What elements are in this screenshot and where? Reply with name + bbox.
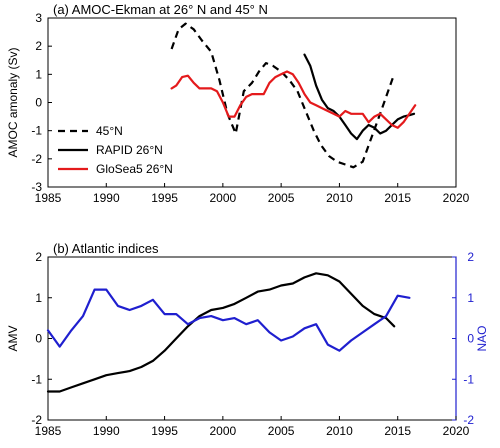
panel-a-title: (a) AMOC-Ekman at 26° N and 45° N	[53, 2, 268, 17]
legend-label-1: 45°N	[96, 124, 123, 138]
panel-b-y-tick-label: -2	[31, 413, 42, 427]
panel-b-ticks: 1985 1990 1995 2000 2005 2010 2015 2020-2-1012-…	[31, 250, 474, 438]
panel-b-x-tick-label: 1985	[35, 424, 62, 438]
panel-a-x-tick-label: 2005	[268, 191, 295, 205]
panel-a-x-tick-label: 1985	[35, 191, 62, 205]
panel-a-ticks: 1985 1990 1995 2000 2005 2010 2015 2020 -3 -2 -1 0 1…	[31, 11, 469, 205]
panel-a-x-tick-label: 2015	[384, 191, 411, 205]
panel-b: (b) Atlantic indices AMV NAO 1985 1990 199…	[6, 241, 489, 438]
panel-b-y2-tick-label: -2	[463, 413, 474, 427]
panel-a: (a) AMOC-Ekman at 26° N and 45° N AMOC a…	[6, 2, 470, 205]
panel-b-series-line-1	[46, 272, 396, 393]
panel-b-x-tick-label: 2020	[443, 424, 470, 438]
panel-a-series	[170, 22, 417, 169]
panel-b-x-tick-label: 2000	[210, 424, 237, 438]
panel-a-y-tick-label: 0	[35, 96, 42, 110]
panel-a-series-line-2	[303, 53, 416, 141]
panel-b-x-tick-label: 1990	[93, 424, 120, 438]
panel-b-series	[46, 272, 411, 393]
panel-b-x-tick-label: 2010	[326, 424, 353, 438]
panel-b-x-tick-label: 2005	[268, 424, 295, 438]
panel-a-x-tick-label: 2000	[210, 191, 237, 205]
panel-b-y2-tick-label: 2	[467, 250, 474, 264]
panel-b-y-tick-label: -1	[31, 372, 42, 386]
panel-a-y-tick-label: 2	[35, 39, 42, 53]
panel-a-x-tick-label: 2020	[443, 191, 470, 205]
panel-b-left-axis-label: AMV	[6, 325, 20, 351]
panel-b-series-line-2	[46, 288, 411, 352]
panel-a-series-line-1	[170, 22, 395, 169]
panel-b-x-tick-label: 1995	[151, 424, 178, 438]
panel-a-y-tick-label: -1	[31, 124, 42, 138]
panel-b-y-tick-label: 0	[35, 332, 42, 346]
legend-label-2: RAPID 26°N	[96, 143, 163, 157]
panel-b-right-axis-label: NAO	[475, 325, 489, 351]
panel-b-y2-tick-label: -1	[463, 372, 474, 386]
panel-a-y-axis-label: AMOC amonaly (Sv)	[6, 47, 20, 157]
panel-a-x-tick-label: 2010	[326, 191, 353, 205]
legend-label-3: GloSea5 26°N	[96, 162, 173, 176]
panel-a-y-tick-label: -2	[31, 152, 42, 166]
panel-a-series-line-3	[170, 70, 417, 129]
panel-a-x-tick-label: 1990	[93, 191, 120, 205]
panel-a-x-tick-label: 1995	[151, 191, 178, 205]
panel-b-frame	[47, 256, 457, 421]
panel-a-y-tick-label: 1	[35, 67, 42, 81]
panel-b-title: (b) Atlantic indices	[53, 241, 159, 256]
panel-b-y-tick-label: 1	[35, 291, 42, 305]
panel-b-y-tick-label: 2	[35, 250, 42, 264]
panel-a-legend: 45°N RAPID 26°N GloSea5 26°N	[58, 124, 173, 176]
panel-b-x-tick-label: 2015	[384, 424, 411, 438]
panel-b-y2-tick-label: 1	[467, 291, 474, 305]
panel-a-y-tick-label: 3	[35, 11, 42, 25]
panel-b-y2-tick-label: 0	[467, 332, 474, 346]
panel-a-y-tick-label: -3	[31, 180, 42, 194]
